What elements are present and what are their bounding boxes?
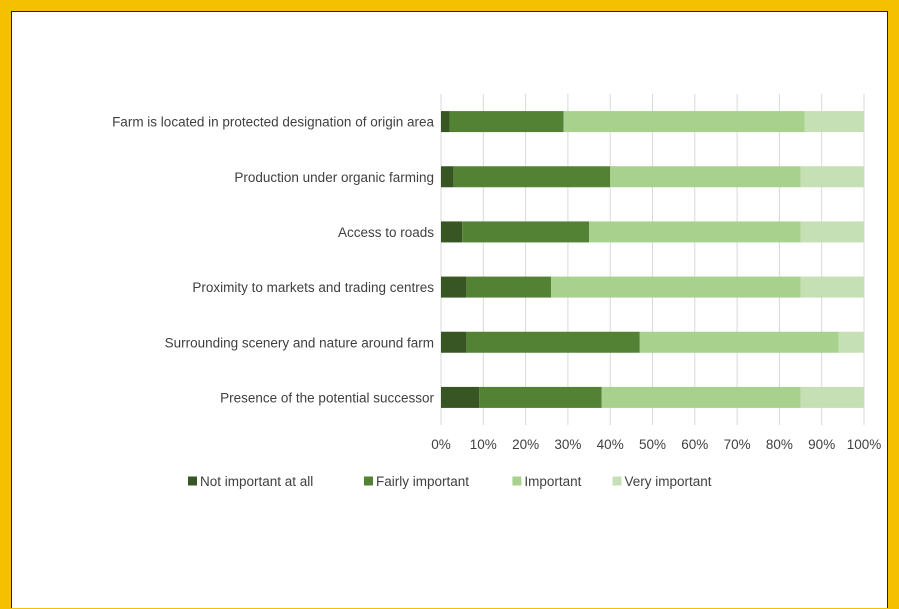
category-label: Production under organic farming	[234, 170, 434, 185]
category-label: Presence of the potential successor	[220, 390, 434, 405]
bar-segment	[462, 221, 590, 243]
bar-segment	[466, 331, 640, 353]
x-tick-label: 40%	[597, 437, 624, 452]
legend-swatch	[512, 476, 522, 486]
bar-segment	[441, 166, 454, 188]
x-tick-label: 100%	[847, 437, 882, 452]
x-tick-label: 50%	[639, 437, 666, 452]
category-label: Access to roads	[338, 225, 434, 240]
x-tick-label: 80%	[766, 437, 793, 452]
category-label: Proximity to markets and trading centres	[192, 280, 434, 295]
x-tick-label: 60%	[681, 437, 708, 452]
bar-segment	[550, 276, 801, 298]
legend-label: Not important at all	[200, 474, 313, 489]
bar-segment	[589, 221, 801, 243]
bar-segment	[610, 166, 801, 188]
bar-segment	[800, 166, 864, 188]
x-tick-label: 20%	[512, 437, 539, 452]
bar-segment	[804, 111, 864, 133]
bar-segment	[800, 386, 864, 408]
bar-segment	[601, 386, 801, 408]
bar-segment	[800, 221, 864, 243]
x-tick-label: 0%	[431, 437, 451, 452]
bar-segment	[441, 111, 450, 133]
stacked-bar-chart: 0% 10% 20% 30% 40% 50% 60% 70% 80% 90% 100% Farm is…	[112, 94, 882, 489]
x-tick-label: 70%	[724, 437, 751, 452]
legend-label: Very important	[625, 474, 712, 489]
legend-label: Important	[524, 474, 581, 489]
category-label: Surrounding scenery and nature around fa…	[165, 335, 434, 350]
bar-segment	[479, 386, 602, 408]
legend-swatch	[612, 476, 622, 486]
bar-segment	[639, 331, 839, 353]
legend-label: Fairly important	[376, 474, 469, 489]
chart-frame: 0% 10% 20% 30% 40% 50% 60% 70% 80% 90% 100% Farm is…	[11, 11, 888, 608]
bar-segment	[449, 111, 564, 133]
legend-swatch	[188, 476, 197, 486]
bar-segment	[563, 111, 805, 133]
bar-segment	[441, 386, 480, 408]
bar-segment	[800, 276, 864, 298]
bar-segment	[441, 276, 467, 298]
bar-segment	[466, 276, 551, 298]
x-tick-label: 10%	[470, 437, 497, 452]
x-tick-label: 30%	[554, 437, 581, 452]
category-label: Farm is located in protected designation…	[112, 115, 434, 130]
bar-segment	[838, 331, 864, 353]
legend-swatch	[364, 476, 373, 486]
bar-segment	[453, 166, 611, 188]
bar-segment	[441, 221, 463, 243]
bar-segment	[441, 331, 467, 353]
x-tick-label: 90%	[808, 437, 835, 452]
